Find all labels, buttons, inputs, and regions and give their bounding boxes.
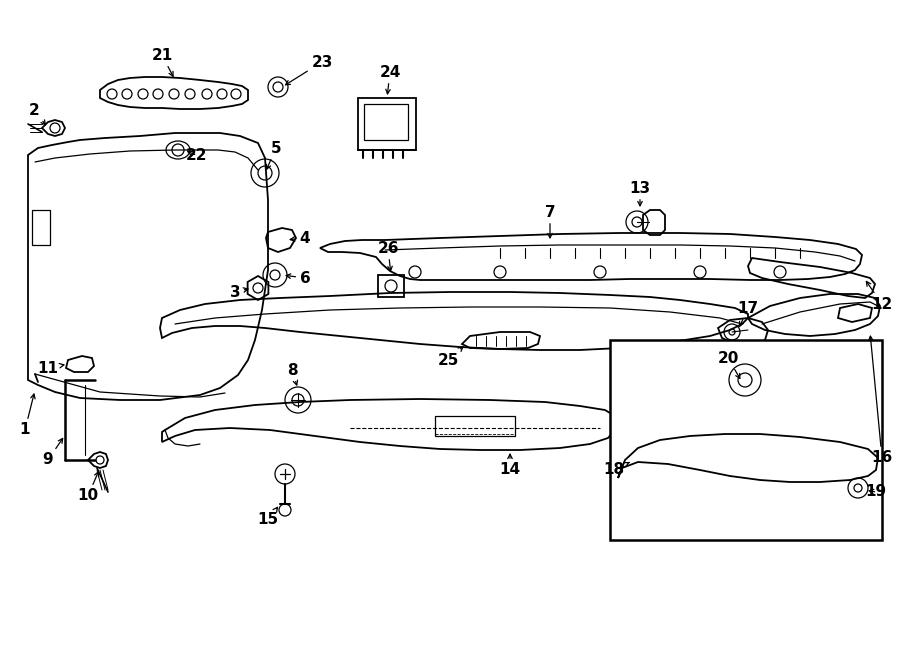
Bar bbox=[378, 275, 404, 297]
Text: 17: 17 bbox=[737, 301, 759, 326]
Text: 1: 1 bbox=[20, 394, 35, 438]
Text: 23: 23 bbox=[285, 54, 333, 85]
Text: 25: 25 bbox=[437, 347, 463, 367]
Text: 19: 19 bbox=[866, 485, 886, 500]
Text: 10: 10 bbox=[77, 472, 99, 504]
Text: 16: 16 bbox=[868, 336, 893, 465]
Text: 2: 2 bbox=[29, 103, 45, 124]
Text: 12: 12 bbox=[867, 281, 893, 312]
Text: 18: 18 bbox=[603, 463, 629, 477]
Text: 26: 26 bbox=[377, 240, 399, 271]
Text: 6: 6 bbox=[286, 271, 310, 285]
Text: 24: 24 bbox=[379, 64, 400, 94]
Bar bbox=[32, 210, 50, 245]
Text: 15: 15 bbox=[257, 507, 279, 528]
Text: 11: 11 bbox=[38, 361, 64, 375]
Text: 21: 21 bbox=[151, 48, 173, 76]
Text: 5: 5 bbox=[266, 140, 282, 169]
Text: 3: 3 bbox=[230, 285, 248, 299]
Bar bbox=[435, 416, 515, 436]
Bar bbox=[364, 104, 408, 140]
Text: 20: 20 bbox=[717, 350, 740, 379]
Bar bbox=[610, 340, 882, 540]
Text: 22: 22 bbox=[185, 148, 207, 162]
Text: 7: 7 bbox=[544, 205, 555, 238]
Text: 13: 13 bbox=[629, 181, 651, 206]
Text: 8: 8 bbox=[287, 363, 298, 385]
Text: 14: 14 bbox=[500, 454, 520, 477]
Text: 4: 4 bbox=[290, 230, 310, 246]
Bar bbox=[358, 98, 416, 150]
Text: 9: 9 bbox=[42, 438, 63, 467]
